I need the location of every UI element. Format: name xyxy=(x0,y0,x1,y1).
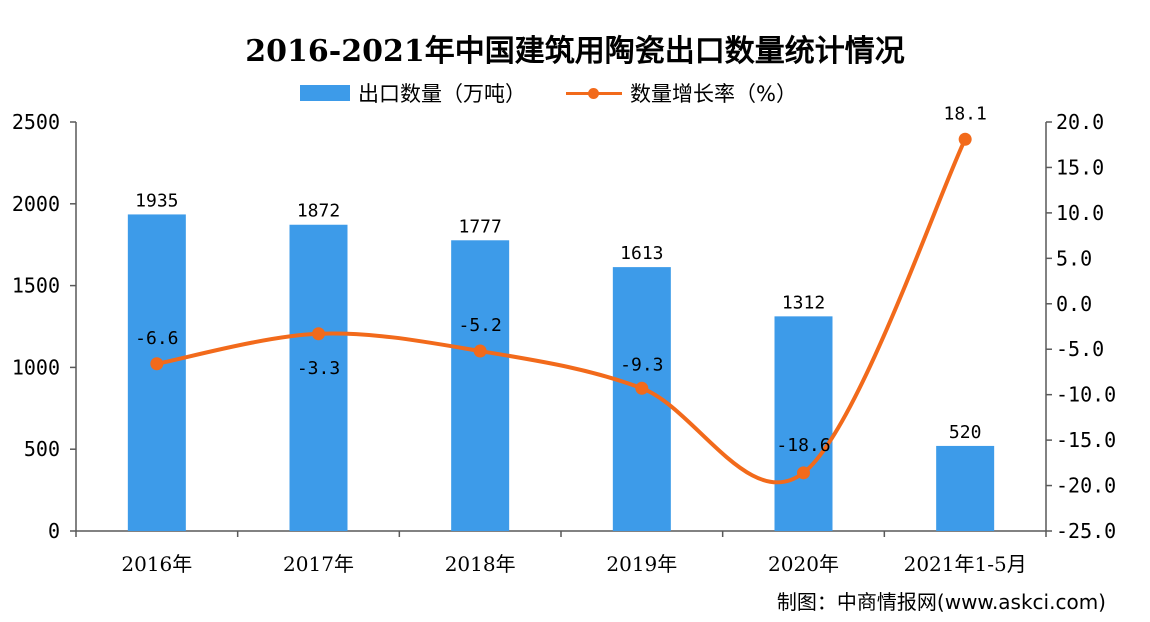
x-category-label: 2019年 xyxy=(606,552,677,576)
growth-rate-label: -9.3 xyxy=(620,354,663,375)
growth-rate-label: -6.6 xyxy=(135,328,178,349)
bar xyxy=(289,224,348,532)
y-right-tick-label: 20.0 xyxy=(1056,110,1104,134)
legend-line-label: 数量增长率（%） xyxy=(630,82,797,106)
growth-rate-label: -3.3 xyxy=(297,358,340,379)
y-right-tick-label: -15.0 xyxy=(1056,428,1116,452)
y-left-tick-label: 2500 xyxy=(12,110,60,134)
y-left-tick-label: 500 xyxy=(24,437,60,461)
y-right-tick-label: 5.0 xyxy=(1056,246,1092,270)
growth-rate-label: -5.2 xyxy=(458,315,501,336)
growth-rate-label: -18.6 xyxy=(776,435,830,456)
growth-rate-point xyxy=(635,381,649,395)
chart-legend: 出口数量（万吨） 数量增长率（%） xyxy=(300,78,837,108)
x-category-label: 2017年 xyxy=(283,552,354,576)
growth-rate-point xyxy=(312,327,325,341)
bar xyxy=(451,240,510,531)
bar-value-label: 1935 xyxy=(135,190,178,211)
bar xyxy=(774,316,833,531)
x-category-label: 2018年 xyxy=(445,552,516,576)
growth-rate-line xyxy=(156,138,967,485)
bar-value-label: 1312 xyxy=(782,292,825,313)
y-right-tick-label: -25.0 xyxy=(1056,519,1116,543)
growth-rate-point xyxy=(150,357,164,371)
bar-value-label: 520 xyxy=(949,422,982,443)
y-left-tick-label: 1500 xyxy=(12,274,60,298)
growth-rate-point xyxy=(797,466,810,480)
bar-value-label: 1777 xyxy=(458,216,501,237)
x-category-label: 2016年 xyxy=(121,552,192,576)
bar-value-label: 1872 xyxy=(297,201,340,222)
source-credit: 制图：中商情报网(www.askci.com) xyxy=(776,590,1106,614)
y-right-tick-label: -5.0 xyxy=(1056,337,1104,361)
y-right-tick-label: 15.0 xyxy=(1056,155,1104,179)
legend-item-line: 数量增长率（%） xyxy=(566,78,797,108)
x-category-label: 2020年 xyxy=(768,552,839,576)
y-left-tick-label: 0 xyxy=(48,519,60,543)
chart-title: 2016-2021年中国建筑用陶瓷出口数量统计情况 xyxy=(245,34,905,69)
legend-line-swatch xyxy=(566,85,622,101)
growth-rate-label: 18.1 xyxy=(943,103,986,124)
x-category-label: 2021年1-5月 xyxy=(904,552,1027,576)
y-right-tick-label: -20.0 xyxy=(1056,474,1116,498)
y-right-tick-label: 0.0 xyxy=(1056,292,1092,316)
y-left-tick-label: 2000 xyxy=(12,192,60,216)
y-right-tick-label: -10.0 xyxy=(1056,383,1116,407)
bar xyxy=(127,214,186,531)
legend-bar-label: 出口数量（万吨） xyxy=(358,82,526,106)
growth-rate-point xyxy=(958,132,972,146)
legend-bar-swatch xyxy=(300,85,350,101)
y-left-tick-label: 1000 xyxy=(12,355,60,379)
legend-item-bar: 出口数量（万吨） xyxy=(300,78,526,108)
y-right-tick-label: 10.0 xyxy=(1056,201,1104,225)
bar-value-label: 1613 xyxy=(620,243,663,264)
bar xyxy=(936,445,995,531)
growth-rate-point xyxy=(473,344,487,358)
